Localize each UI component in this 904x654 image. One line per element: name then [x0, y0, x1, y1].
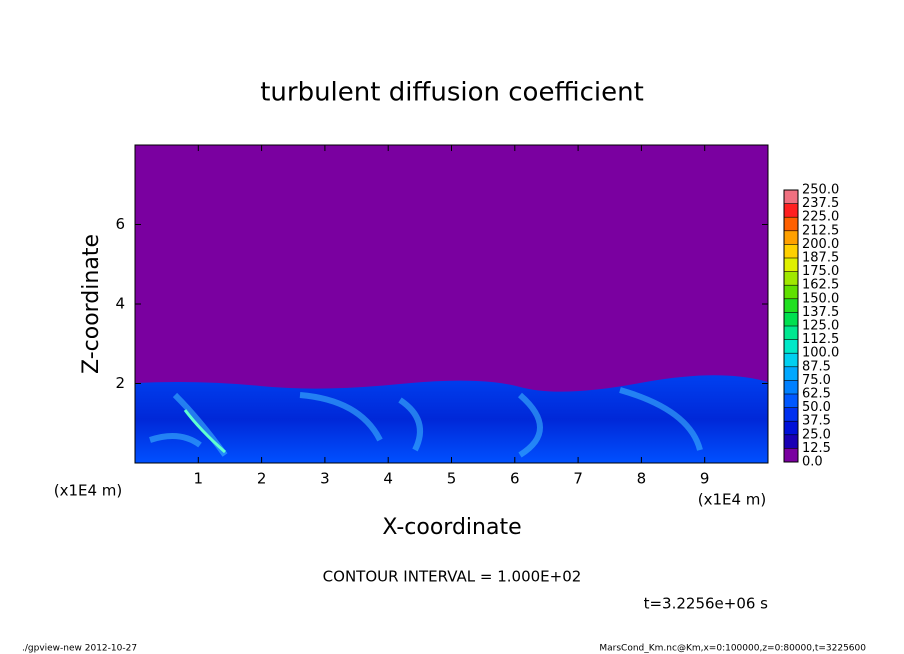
colorbar-label: 237.5	[802, 196, 839, 211]
eddy-core	[183, 409, 226, 454]
colorbar-label: 37.5	[802, 414, 831, 429]
contour-field	[135, 145, 768, 463]
x-tick-label: 6	[510, 470, 520, 488]
colorbar-band	[784, 285, 798, 299]
colorbar-band	[784, 421, 798, 435]
colorbar-band	[784, 448, 798, 462]
footer-right: MarsCond_Km.nc@Km,x=0:100000,z=0:80000,t…	[599, 644, 866, 654]
x-tick-label: 5	[447, 470, 457, 488]
colorbar-label: 0.0	[802, 455, 823, 470]
time-label: t=3.2256e+06 s	[644, 595, 769, 613]
y-tick-label: 6	[115, 215, 125, 233]
x-unit-label: (x1E4 m)	[698, 491, 767, 509]
x-tick-label: 4	[383, 470, 393, 488]
colorbar-label: 62.5	[802, 387, 831, 402]
y-tick-label: 2	[115, 374, 125, 392]
colorbar-label: 50.0	[802, 400, 831, 415]
colorbar-label: 187.5	[802, 251, 839, 266]
colorbar-band	[784, 366, 798, 381]
y-tick-label: 4	[115, 295, 125, 313]
colorbar-band	[784, 312, 798, 326]
colorbar-label: 175.0	[802, 264, 839, 279]
colorbar-label: 212.5	[802, 223, 839, 238]
x-tick-label: 9	[700, 470, 710, 488]
colorbar-band	[784, 203, 798, 218]
colorbar-label: 137.5	[802, 305, 839, 320]
colorbar-label: 87.5	[802, 359, 831, 374]
y-unit-label: (x1E4 m)	[54, 482, 123, 500]
y-axis-label: Z-coordinate	[79, 234, 104, 374]
colorbar-label: 125.0	[802, 319, 839, 334]
colorbar-band	[784, 298, 798, 313]
colorbar-label: 112.5	[802, 332, 839, 347]
colorbar-band	[784, 230, 798, 245]
colorbar-label: 75.0	[802, 373, 831, 388]
colorbar-band	[784, 190, 798, 204]
colorbar-label: 250.0	[802, 183, 839, 198]
colorbar-label: 25.0	[802, 427, 831, 442]
colorbar-band	[784, 434, 798, 449]
colorbar-band	[784, 353, 798, 367]
x-tick-label: 1	[194, 470, 204, 488]
x-tick-label: 3	[320, 470, 330, 488]
colorbar-band	[784, 326, 798, 340]
colorbar-label: 225.0	[802, 210, 839, 225]
turbulent-layer	[135, 375, 768, 463]
colorbar-band	[784, 217, 798, 231]
colorbar-band	[784, 271, 798, 286]
x-axis-label: X-coordinate	[382, 515, 521, 540]
colorbar-label: 162.5	[802, 278, 839, 293]
colorbar-band	[784, 244, 798, 258]
colorbar-label: 12.5	[802, 441, 831, 456]
x-tick-label: 8	[637, 470, 647, 488]
colorbar-band	[784, 258, 798, 272]
x-tick-label: 7	[573, 470, 583, 488]
footer-left: ./gpview-new 2012-10-27	[22, 644, 137, 654]
colorbar-label: 150.0	[802, 291, 839, 306]
x-tick-label: 2	[257, 470, 267, 488]
contour-interval: CONTOUR INTERVAL = 1.000E+02	[323, 568, 582, 586]
chart-title: turbulent diffusion coefficient	[260, 78, 644, 108]
colorbar-band	[784, 380, 798, 394]
colorbar-label: 200.0	[802, 237, 839, 252]
colorbar-band	[784, 407, 798, 422]
colorbar-label: 100.0	[802, 346, 839, 361]
colorbar-band	[784, 339, 798, 354]
colorbar-band	[784, 394, 798, 408]
